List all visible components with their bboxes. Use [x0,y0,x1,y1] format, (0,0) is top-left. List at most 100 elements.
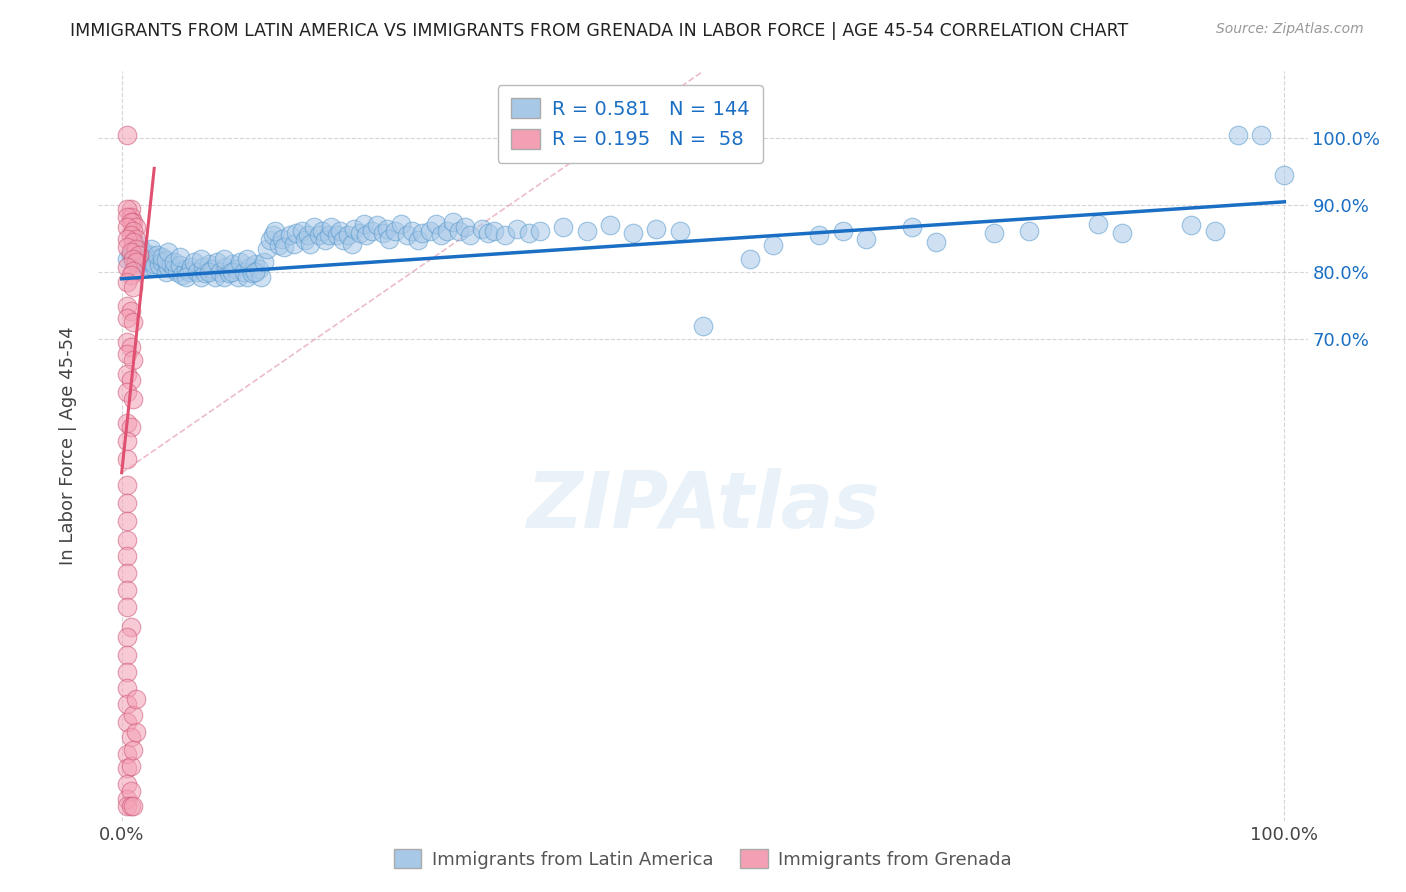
Point [120,374,142,388]
Point [340,237,363,252]
Point [221,257,243,271]
Point [983,227,1005,241]
Point [117,697,139,711]
Point [198,257,221,271]
Point [283,237,305,252]
Point [245,257,267,271]
Point [120,758,142,772]
Point [128,254,150,268]
Point [120,215,142,229]
Point [120,245,142,260]
Point [120,268,142,283]
Point [831,224,853,238]
Point [117,416,139,430]
Point [668,224,690,238]
Point [117,681,139,696]
Point [174,261,197,276]
Point [264,224,287,238]
Point [239,260,262,274]
Point [122,743,145,757]
Point [337,228,360,243]
Point [297,228,319,243]
Point [247,261,270,276]
Point [326,228,349,243]
Point [117,582,139,597]
Point [204,270,226,285]
Point [117,514,139,528]
Point [117,452,139,467]
Point [117,478,139,492]
Point [166,265,188,279]
Point [738,252,761,266]
Point [117,747,139,761]
Point [278,228,301,243]
Point [117,335,139,350]
Point [285,227,308,241]
Point [122,799,145,814]
Point [477,227,499,241]
Point [117,240,139,254]
Legend: Immigrants from Latin America, Immigrants from Grenada: Immigrants from Latin America, Immigrant… [387,842,1019,876]
Point [139,248,162,262]
Point [120,228,142,243]
Point [447,224,470,238]
Point [236,270,259,285]
Point [150,251,173,265]
Text: ZIPAtlas: ZIPAtlas [526,468,880,544]
Point [225,261,247,276]
Point [122,252,145,266]
Point [124,725,146,739]
Point [1226,128,1249,142]
Point [1250,128,1272,142]
Text: IMMIGRANTS FROM LATIN AMERICA VS IMMIGRANTS FROM GRENADA IN LABOR FORCE | AGE 45: IMMIGRANTS FROM LATIN AMERICA VS IMMIGRA… [70,22,1129,40]
Point [117,434,139,448]
Point [122,280,145,294]
Point [117,665,139,680]
Point [319,219,342,234]
Point [179,265,201,279]
Point [692,318,714,333]
Point [180,260,202,274]
Point [209,265,232,279]
Point [122,235,145,249]
Point [157,260,180,274]
Point [117,128,139,142]
Point [122,245,145,260]
Point [143,260,166,274]
Point [318,228,340,243]
Point [145,252,167,266]
Point [150,255,173,269]
Point [252,255,274,269]
Point [131,246,153,260]
Point [117,347,139,361]
Point [599,219,621,233]
Point [148,259,170,273]
Point [131,244,153,258]
Point [122,215,145,229]
Point [117,496,139,510]
Point [201,261,224,276]
Point [506,221,529,235]
Point [120,248,142,262]
Point [349,227,371,241]
Point [122,392,145,407]
Point [453,219,475,234]
Point [136,253,159,268]
Point [155,265,177,279]
Point [128,238,150,252]
Point [302,219,325,234]
Point [122,253,145,268]
Point [120,799,142,814]
Point [308,228,330,243]
Point [1111,227,1133,241]
Point [384,224,406,238]
Point [190,252,212,266]
Point [128,242,150,256]
Point [401,224,423,238]
Point [124,219,146,234]
Point [117,630,139,644]
Point [163,255,186,269]
Point [329,224,352,238]
Point [122,315,145,329]
Point [1272,168,1295,182]
